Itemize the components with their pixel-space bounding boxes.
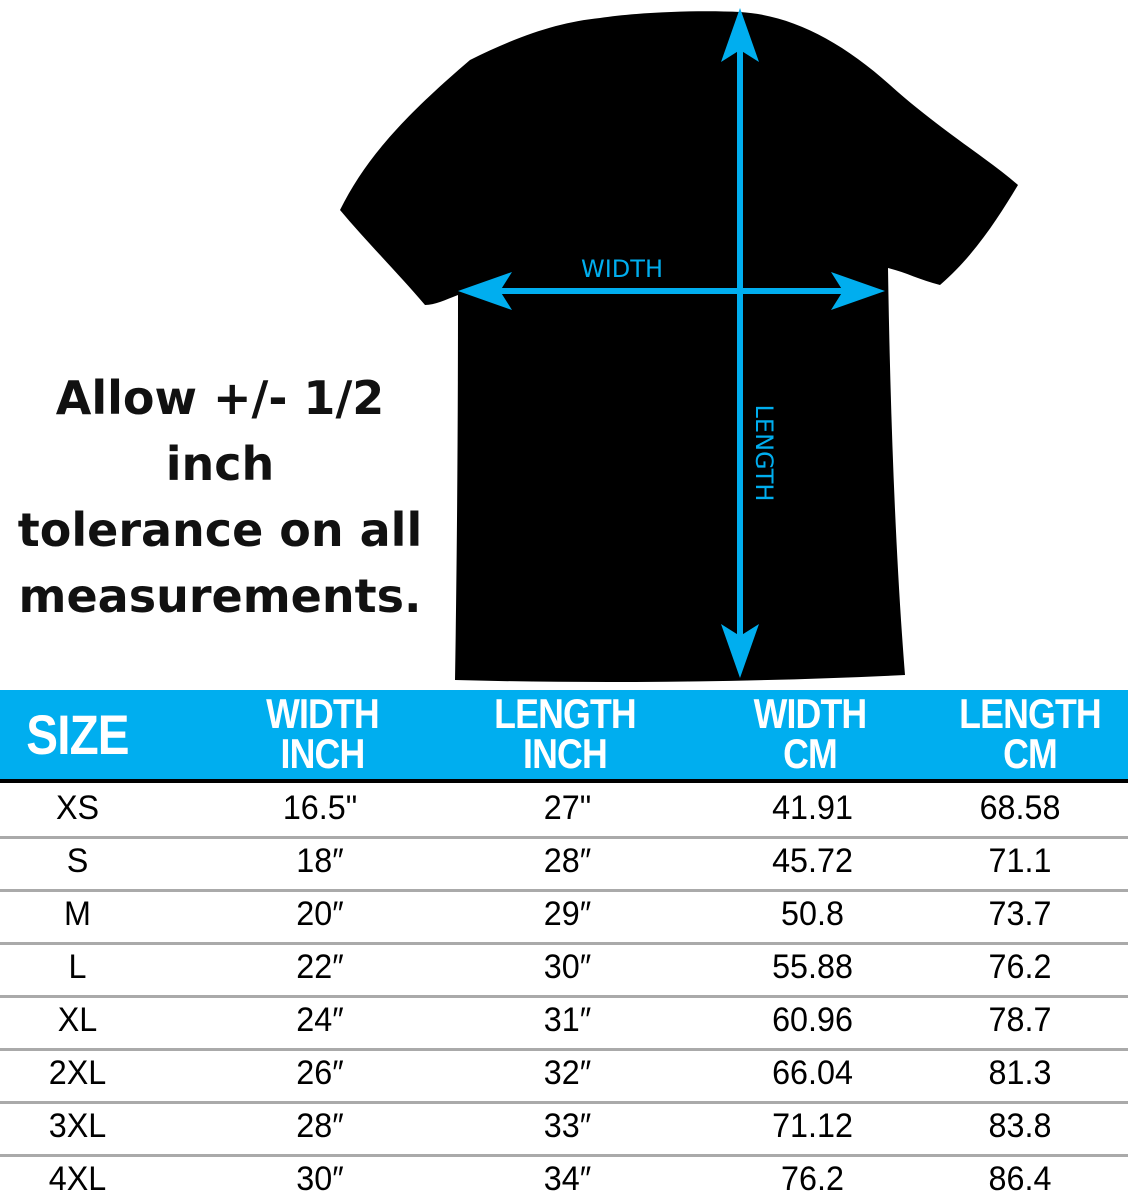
- column-header: LENGTH INCH: [484, 690, 646, 777]
- table-row: M 20″ 29″ 50.8 73.7: [0, 889, 1128, 945]
- table-cell: 3XL: [48, 1107, 107, 1145]
- table-row: S 18″ 28″ 45.72 71.1: [0, 836, 1128, 892]
- table-cell: 50.8: [781, 895, 844, 933]
- table-cell: 34″: [543, 1160, 592, 1197]
- tolerance-line: tolerance on all: [17, 503, 423, 557]
- table-cell: 76.2: [781, 1160, 844, 1197]
- table-cell: 33″: [543, 1107, 592, 1145]
- table-cell: 32″: [543, 1054, 592, 1092]
- table-cell: 81.3: [988, 1054, 1052, 1092]
- table-cell: 27": [543, 789, 592, 827]
- table-row: L 22″ 30″ 55.88 76.2: [0, 942, 1128, 998]
- table-cell: L: [68, 948, 87, 986]
- tshirt-shape: [340, 11, 1018, 683]
- table-cell: 60.96: [772, 1001, 853, 1039]
- table-cell: 55.88: [772, 948, 853, 986]
- column-header-line: WIDTH: [753, 690, 868, 737]
- column-header-line: LENGTH: [959, 690, 1102, 737]
- column-header: WIDTH INCH: [244, 690, 401, 777]
- table-row: 4XL 30″ 34″ 76.2 86.4: [0, 1154, 1128, 1197]
- tshirt-diagram: WIDTH LENGTH: [340, 8, 1018, 683]
- table-cell: 2XL: [48, 1054, 107, 1092]
- table-cell: 71.12: [772, 1107, 853, 1145]
- column-header-line: CM: [783, 730, 838, 777]
- table-row: 2XL 26″ 32″ 66.04 81.3: [0, 1048, 1128, 1104]
- table-cell: 66.04: [772, 1054, 853, 1092]
- table-cell: 78.7: [988, 1001, 1052, 1039]
- length-label: LENGTH: [750, 405, 778, 502]
- length-arrow: [721, 8, 759, 678]
- table-cell: 24″: [296, 1001, 344, 1039]
- table-cell: 76.2: [988, 948, 1052, 986]
- table-cell: XL: [57, 1001, 98, 1039]
- column-header: WIDTH CM: [729, 690, 891, 777]
- table-cell: 4XL: [48, 1160, 107, 1197]
- table-cell: M: [64, 895, 91, 933]
- table-cell: 73.7: [988, 895, 1052, 933]
- table-cell: 30″: [296, 1160, 344, 1197]
- table-cell: 31″: [543, 1001, 592, 1039]
- column-header-line: LENGTH: [494, 690, 637, 737]
- table-row: 3XL 28″ 33″ 71.12 83.8: [0, 1101, 1128, 1157]
- table-cell: 20″: [296, 895, 344, 933]
- table-cell: 29″: [543, 895, 592, 933]
- column-header-line: INCH: [280, 730, 366, 777]
- column-header-line: WIDTH: [266, 690, 380, 737]
- table-cell: 28″: [296, 1107, 344, 1145]
- column-header-line: INCH: [523, 730, 608, 777]
- table-cell: XS: [55, 789, 100, 827]
- table-cell: 71.1: [988, 842, 1052, 880]
- table-cell: 16.5": [282, 789, 358, 827]
- column-header-line: CM: [1003, 730, 1058, 777]
- table-cell: S: [66, 842, 89, 880]
- width-arrow: [458, 272, 885, 310]
- width-label: WIDTH: [581, 255, 663, 283]
- table-cell: 30″: [543, 948, 592, 986]
- tolerance-note: Allow +/- 1/2 inch tolerance on all meas…: [0, 365, 440, 629]
- column-header: SIZE: [12, 703, 144, 766]
- table-cell: 28″: [543, 842, 592, 880]
- table-row: XS 16.5" 27" 41.91 68.58: [0, 783, 1128, 839]
- table-cell: 68.58: [979, 789, 1061, 827]
- table-cell: 86.4: [988, 1160, 1052, 1197]
- table-cell: 41.91: [772, 789, 853, 827]
- table-cell: 22″: [296, 948, 344, 986]
- tolerance-line: measurements.: [18, 569, 422, 623]
- table-cell: 26″: [296, 1054, 344, 1092]
- column-header-line: SIZE: [26, 703, 129, 766]
- table-cell: 83.8: [988, 1107, 1052, 1145]
- table-row: XL 24″ 31″ 60.96 78.7: [0, 995, 1128, 1051]
- table-cell: 45.72: [772, 842, 853, 880]
- tolerance-line: Allow +/- 1/2 inch: [55, 371, 385, 491]
- table-header: SIZE WIDTH INCH LENGTH INCH WIDTH CM LENGTH CM: [0, 690, 1128, 783]
- column-header: LENGTH CM: [949, 690, 1111, 777]
- table-cell: 18″: [296, 842, 344, 880]
